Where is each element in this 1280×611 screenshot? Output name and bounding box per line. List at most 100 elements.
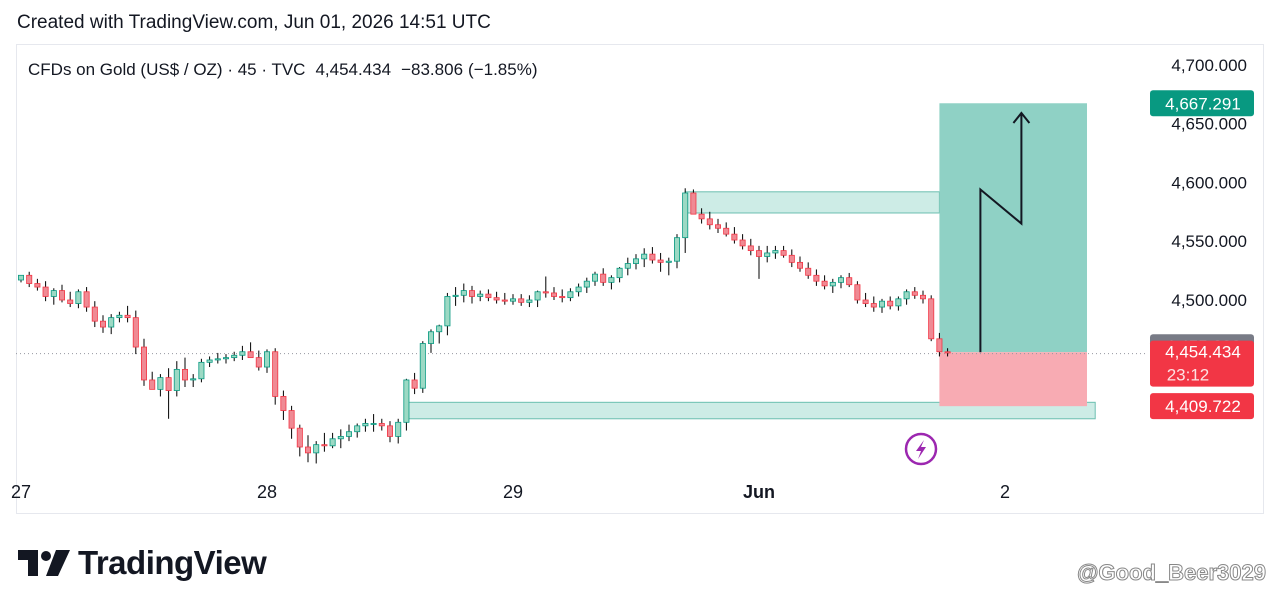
- candle-body: [206, 359, 213, 363]
- tradingview-logo-text: TradingView: [78, 544, 267, 581]
- profit-zone: [939, 103, 1087, 353]
- loss-zone: [939, 352, 1087, 407]
- candle-body: [386, 425, 393, 437]
- candle-body: [838, 277, 845, 283]
- y-tick-label: 4,500.000: [1171, 291, 1247, 310]
- watermark: @Good_Beer3029: [1077, 560, 1267, 586]
- candle-body: [526, 299, 533, 303]
- candle-body: [231, 354, 238, 359]
- candle-body: [452, 294, 459, 297]
- sep-1: ·: [223, 60, 238, 79]
- candle-body: [641, 253, 648, 260]
- candle-body: [181, 368, 188, 381]
- candle-body: [674, 237, 681, 262]
- candle-body: [928, 298, 935, 340]
- candle-body: [534, 291, 541, 301]
- candle-body: [321, 444, 328, 447]
- candle-body: [198, 361, 205, 380]
- candle-body: [911, 291, 918, 296]
- candle-body: [50, 290, 57, 297]
- candle-body: [706, 218, 713, 226]
- candle-body: [592, 273, 599, 282]
- candle-body: [846, 277, 853, 286]
- tradingview-logo[interactable]: TradingView: [18, 544, 267, 582]
- candle-body: [477, 293, 484, 297]
- x-tick-label: 27: [11, 482, 31, 502]
- candle-body: [362, 423, 369, 427]
- candle-body: [165, 377, 172, 391]
- candle-body: [854, 284, 861, 301]
- candle-body: [124, 314, 131, 319]
- candle-body: [247, 351, 254, 359]
- candle-body: [608, 277, 615, 283]
- candle-body: [493, 297, 500, 301]
- candle-body: [501, 299, 508, 302]
- candle-body: [288, 410, 295, 429]
- projection-path: [979, 113, 1023, 353]
- candle-body: [509, 298, 516, 302]
- candle-body: [756, 250, 763, 257]
- candle-body: [444, 296, 451, 327]
- candle-body: [665, 260, 672, 263]
- candle-body: [739, 239, 746, 247]
- candle-body: [788, 254, 795, 263]
- candle-body: [575, 286, 582, 293]
- candle-body: [17, 274, 24, 281]
- tradingview-logo-icon: [18, 550, 70, 576]
- candle-body: [42, 286, 49, 297]
- candle-body: [616, 267, 623, 279]
- candle-body: [149, 379, 156, 390]
- candle-body: [600, 273, 607, 283]
- candle-body: [559, 296, 566, 299]
- chart-panel[interactable]: [16, 44, 1264, 514]
- candle-body: [920, 294, 927, 300]
- last-price: 4,454.434: [315, 60, 391, 79]
- candle-body: [723, 227, 730, 235]
- candle-body: [567, 291, 574, 299]
- candle-body: [657, 259, 664, 263]
- candle-body: [813, 274, 820, 282]
- candle-body: [690, 192, 697, 215]
- price-label-stop-loss: [1150, 393, 1254, 420]
- candle-body: [378, 423, 385, 427]
- y-tick-label: 4,550.000: [1171, 232, 1247, 251]
- price-label-last-sub: 23:12: [1167, 366, 1210, 385]
- x-tick-label: Jun: [743, 482, 775, 502]
- candle-body: [140, 346, 147, 381]
- y-axis: 4,500.000 4,550.000 4,600.000 4,650.000 4,70…: [1171, 56, 1247, 310]
- candle-body: [903, 291, 910, 300]
- y-tick-label: 4,700.000: [1171, 56, 1247, 75]
- candle-body: [173, 368, 180, 391]
- candle-body: [583, 280, 590, 288]
- x-axis: 27 28 29 Jun 2: [11, 482, 1010, 502]
- candle-body: [821, 280, 828, 287]
- candle-body: [797, 261, 804, 269]
- candle-body: [879, 300, 886, 308]
- supply-zone: [684, 191, 940, 214]
- candle-body: [222, 357, 229, 360]
- candle-body: [59, 290, 66, 301]
- candle-body: [280, 396, 287, 411]
- candle-body: [214, 358, 221, 361]
- candle-body: [419, 343, 426, 389]
- candle-body: [460, 290, 467, 296]
- candle-body: [296, 427, 303, 448]
- candle-body: [436, 325, 443, 333]
- candle-body: [624, 263, 631, 269]
- candle-body: [887, 300, 894, 307]
- price-change: −83.806: [401, 60, 463, 79]
- candle-body: [518, 298, 525, 303]
- candle-body: [313, 444, 320, 454]
- candle-body: [747, 245, 754, 252]
- candle-body: [132, 317, 139, 348]
- chart-title: CFDs on Gold (US$ / OZ) · 45 · TVC 4,454.…: [28, 60, 537, 79]
- candle-body: [805, 267, 812, 276]
- candle-body: [75, 291, 82, 304]
- candle-body: [304, 446, 311, 454]
- symbol-name: CFDs on Gold (US$ / OZ): [28, 60, 223, 79]
- candle-body: [682, 192, 689, 239]
- candle-body: [395, 421, 402, 437]
- candle-body: [337, 436, 344, 440]
- candle-body: [715, 224, 722, 229]
